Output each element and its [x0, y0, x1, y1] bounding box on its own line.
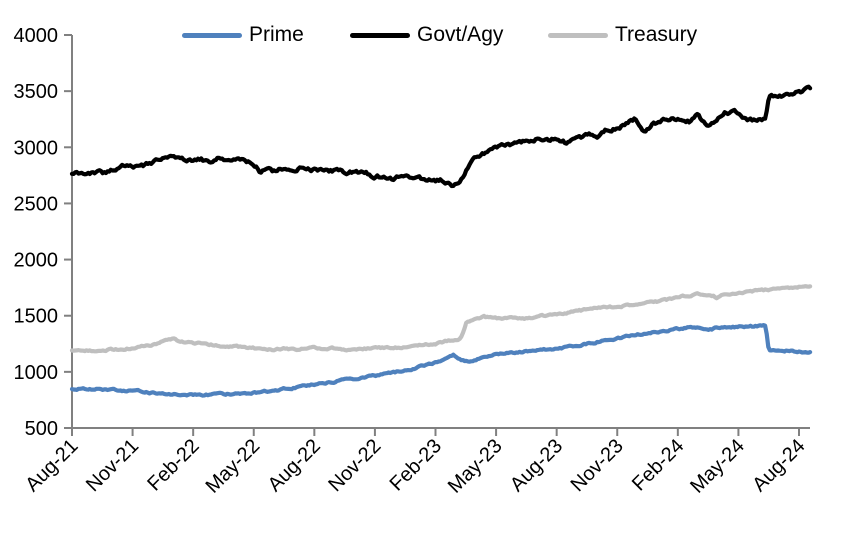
- x-tick-label: Aug-21: [21, 435, 82, 496]
- axes: [71, 35, 810, 429]
- x-tick-label: May-24: [686, 435, 749, 498]
- series-line-govt-agy: [69, 84, 813, 189]
- y-tick-label: 1000: [14, 362, 59, 384]
- y-tick-label: 2500: [14, 193, 59, 215]
- x-tick-label: Feb-24: [628, 435, 688, 495]
- y-tick-label: 500: [25, 418, 58, 440]
- x-tick-label: Aug-23: [506, 435, 567, 496]
- series-line-treasury: [69, 284, 813, 354]
- y-tick-label: 4000: [14, 25, 59, 47]
- x-tick-label: May-22: [202, 435, 265, 498]
- x-tick-label: Nov-23: [567, 435, 628, 496]
- y-tick-label: 3500: [14, 81, 59, 103]
- x-tick-label: Aug-24: [748, 435, 809, 496]
- x-tick-label: May-23: [444, 435, 507, 498]
- y-tick-label: 2000: [14, 250, 59, 272]
- y-tick-label: 1500: [14, 306, 59, 328]
- x-tick-label: Nov-21: [82, 435, 143, 496]
- x-tick-label: Feb-23: [386, 435, 446, 495]
- series-line-prime: [69, 323, 813, 398]
- x-tick-label: Aug-22: [264, 435, 325, 496]
- y-tick-label: 3000: [14, 137, 59, 159]
- x-tick-label: Feb-22: [143, 435, 203, 495]
- x-tick-label: Nov-22: [324, 435, 385, 496]
